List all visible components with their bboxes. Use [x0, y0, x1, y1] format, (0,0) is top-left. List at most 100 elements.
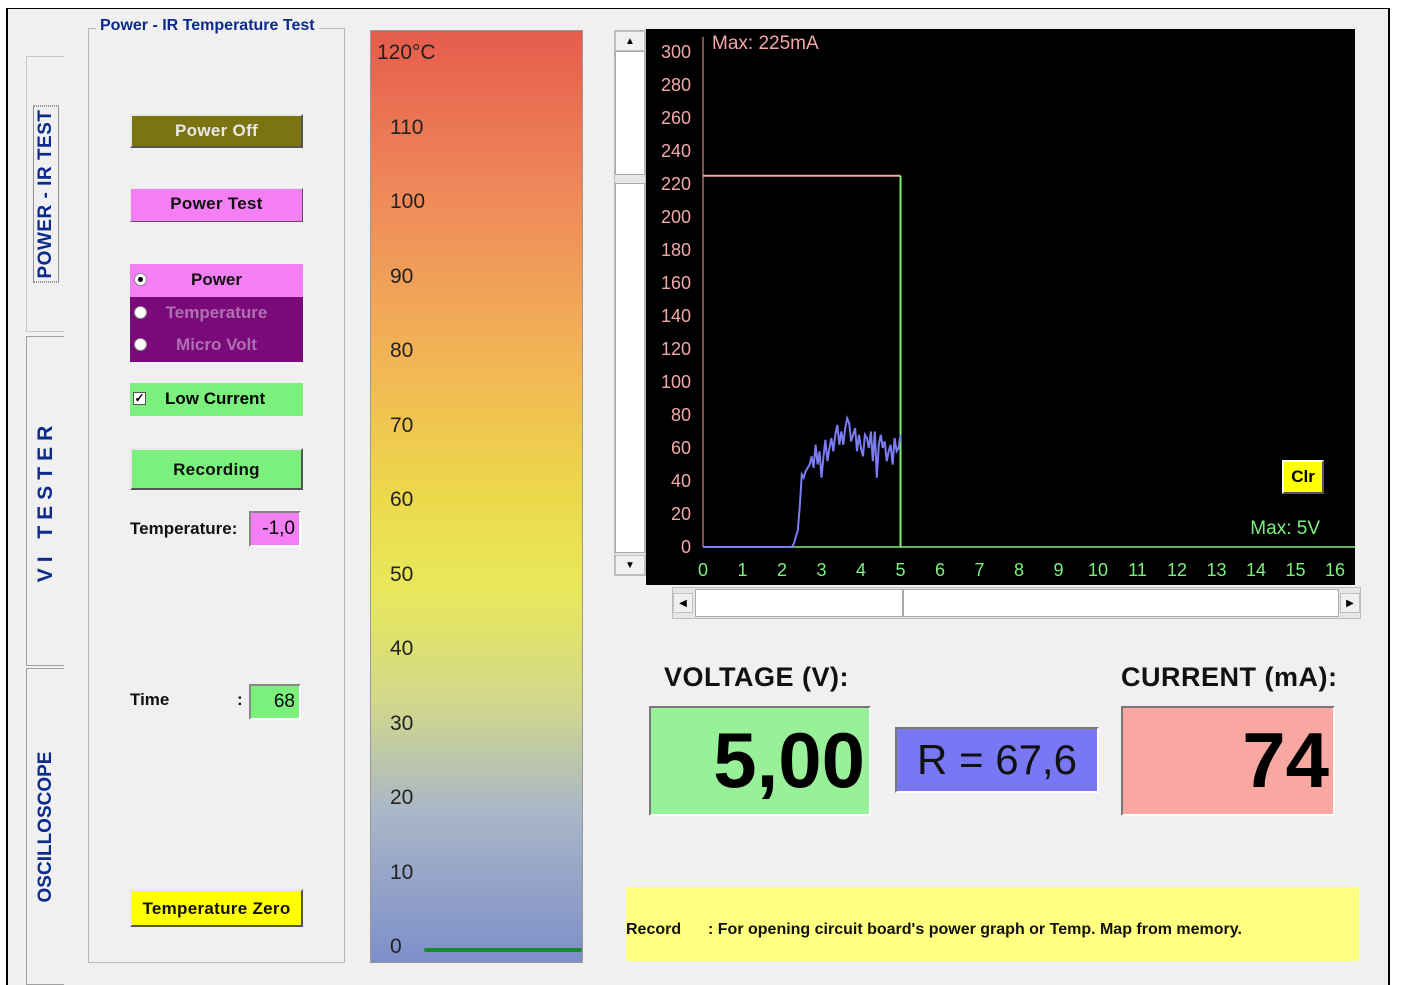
max-current-label: Max: 225mA — [712, 33, 819, 54]
voltage-title: VOLTAGE (V): — [664, 662, 849, 692]
tab-power-ir-test[interactable]: POWER - IR TEST — [26, 56, 64, 332]
time-separator: : — [237, 690, 243, 709]
x-tick-label: 12 — [1167, 560, 1187, 580]
y-tick-label: 240 — [661, 141, 691, 161]
mode-radio-power-label: Power — [190, 270, 243, 289]
mode-radio-micro-volt[interactable]: Micro Volt — [130, 329, 303, 362]
scroll-down-icon[interactable]: ▼ — [615, 555, 645, 575]
y-tick-label: 180 — [661, 240, 691, 260]
y-tick-label: 160 — [661, 273, 691, 293]
x-tick-label: 15 — [1285, 560, 1305, 580]
y-tick-label: 80 — [671, 405, 691, 425]
max-voltage-label: Max: 5V — [1250, 518, 1320, 539]
scale-tick-label: 60 — [390, 488, 414, 511]
radio-unselected-icon — [134, 306, 147, 319]
x-tick-label: 6 — [935, 560, 945, 580]
time-value: 68 — [249, 684, 301, 720]
power-chart: 0204060801001201401601802002202402602803… — [646, 29, 1355, 585]
x-tick-label: 10 — [1088, 560, 1108, 580]
mode-radio-temperature[interactable]: Temperature — [130, 297, 303, 329]
scale-tick-label: 90 — [390, 264, 414, 288]
power-ir-group-box — [88, 28, 345, 963]
x-tick-label: 1 — [737, 560, 747, 580]
x-tick-label: 14 — [1246, 560, 1266, 580]
status-text: : For opening circuit board's power grap… — [708, 921, 1242, 938]
status-key: Record — [626, 921, 682, 938]
tab-power-ir-test-label: POWER - IR TEST — [32, 105, 59, 283]
scale-tick-label: 10 — [390, 860, 414, 884]
x-tick-label: 2 — [777, 560, 787, 580]
radio-selected-icon — [134, 273, 147, 286]
x-tick-label: 11 — [1128, 560, 1147, 580]
scroll-right-icon[interactable]: ▶ — [1340, 593, 1360, 613]
current-display: 74 — [1121, 706, 1335, 816]
x-tick-label: 7 — [974, 560, 984, 580]
vertical-scroll-thumb-lower[interactable] — [615, 183, 645, 553]
x-tick-label: 5 — [895, 560, 905, 580]
y-tick-label: 0 — [681, 537, 691, 557]
scale-tick-label: 0 — [390, 935, 402, 958]
tab-vi-tester[interactable]: VI TESTER — [26, 336, 64, 666]
y-tick-label: 260 — [661, 108, 691, 128]
voltage-display: 5,00 — [649, 706, 871, 816]
y-tick-label: 280 — [661, 75, 691, 95]
mode-radio-temperature-label: Temperature — [165, 303, 268, 322]
scroll-up-icon[interactable]: ▲ — [615, 31, 645, 51]
low-current-label: Low Current — [165, 389, 266, 408]
x-tick-label: 13 — [1206, 560, 1226, 580]
temperature-value: -1,0 — [249, 511, 301, 547]
horizontal-scroll-thumb-right[interactable] — [903, 589, 1339, 617]
vertical-scroll-thumb-upper[interactable] — [615, 51, 645, 175]
y-tick-label: 40 — [671, 471, 691, 491]
tab-oscilloscope-label: OSCILLOSCOPE — [34, 751, 56, 902]
scale-tick-label: 100 — [390, 190, 426, 213]
time-label: Time — [130, 690, 170, 709]
y-tick-label: 200 — [661, 207, 691, 227]
x-tick-label: 16 — [1325, 560, 1345, 580]
clear-chart-button[interactable]: Clr — [1282, 460, 1324, 494]
temperature-color-scale: 120°C 110 100 90 80 70 60 50 40 30 20 10 0 — [370, 30, 583, 963]
current-title: CURRENT (mA): — [1121, 662, 1338, 692]
y-tick-label: 100 — [661, 372, 691, 392]
status-bar: Record : For opening circuit board's pow… — [626, 887, 1359, 961]
horizontal-scrollbar[interactable]: ◀ ▶ — [672, 587, 1361, 619]
x-tick-label: 0 — [698, 560, 708, 580]
scale-tick-label: 20 — [390, 786, 414, 809]
y-tick-label: 20 — [671, 504, 691, 524]
temperature-level-line — [424, 948, 582, 952]
scale-tick-label: 50 — [390, 562, 414, 586]
low-current-checkbox[interactable]: ✓ Low Current — [130, 383, 303, 416]
x-tick-label: 3 — [816, 560, 826, 580]
y-tick-label: 60 — [671, 438, 691, 458]
x-tick-label: 4 — [856, 560, 866, 580]
tab-oscilloscope[interactable]: OSCILLOSCOPE — [26, 668, 64, 985]
scale-tick-label: 80 — [390, 339, 414, 362]
group-title: Power - IR Temperature Test — [96, 17, 319, 35]
vertical-scrollbar[interactable]: ▲ ▼ — [614, 30, 646, 576]
checkmark-icon: ✓ — [133, 391, 146, 405]
recording-button[interactable]: Recording — [130, 448, 303, 490]
mode-radio-power[interactable]: Power — [130, 264, 303, 297]
resistance-display: R = 67,6 — [895, 727, 1099, 793]
y-tick-label: 300 — [661, 42, 691, 62]
scale-tick-label: 40 — [390, 637, 414, 660]
x-tick-label: 9 — [1053, 560, 1063, 580]
x-tick-label: 8 — [1014, 560, 1024, 580]
mode-radio-micro-volt-label: Micro Volt — [176, 335, 257, 354]
power-test-button[interactable]: Power Test — [130, 188, 303, 222]
scroll-left-icon[interactable]: ◀ — [673, 593, 693, 613]
scale-tick-label: 120°C — [377, 41, 436, 64]
power-off-button[interactable]: Power Off — [130, 114, 303, 148]
temperature-label: Temperature: — [130, 519, 238, 538]
tab-vi-tester-label: VI TESTER — [33, 419, 57, 583]
scale-tick-label: 110 — [390, 115, 424, 139]
y-tick-label: 220 — [661, 174, 691, 194]
current-series-line — [703, 414, 902, 548]
horizontal-scroll-thumb-left[interactable] — [695, 589, 903, 617]
radio-unselected-icon — [134, 338, 147, 351]
y-tick-label: 140 — [661, 306, 691, 326]
scale-tick-label: 70 — [390, 413, 414, 437]
temperature-zero-button[interactable]: Temperature Zero — [130, 889, 303, 927]
y-tick-label: 120 — [661, 339, 691, 359]
scale-tick-label: 30 — [390, 711, 414, 735]
